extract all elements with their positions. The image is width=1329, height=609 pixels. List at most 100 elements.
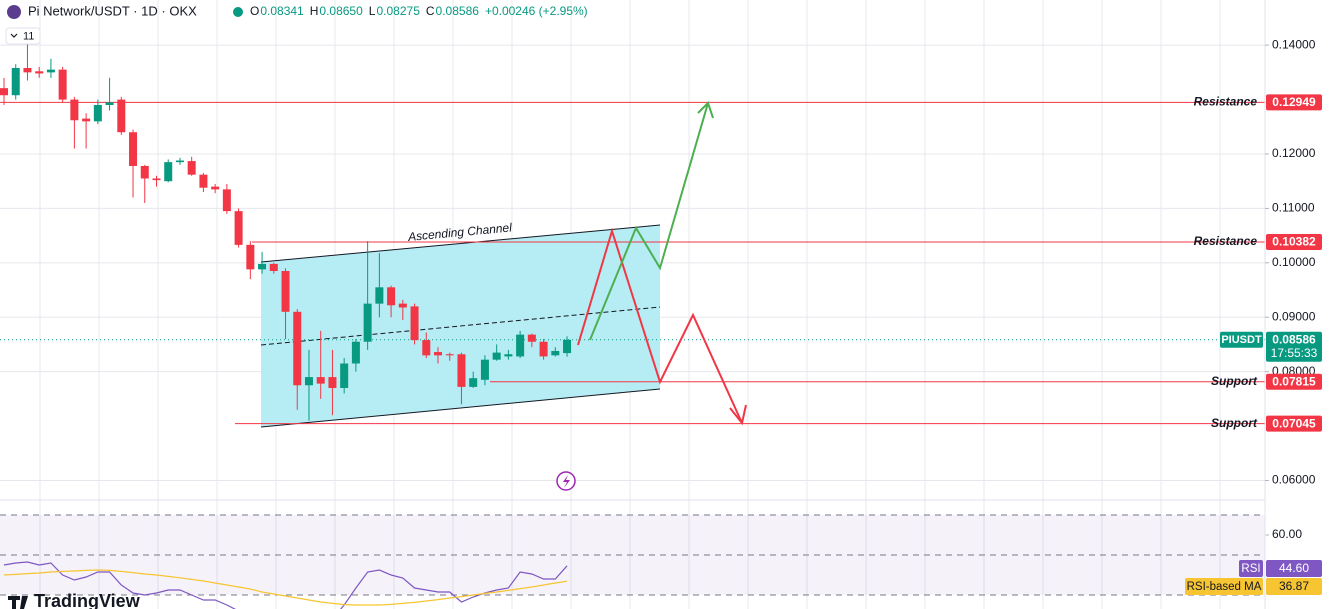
candle-body — [480, 359, 489, 380]
bull-path — [589, 102, 709, 341]
candle-body — [492, 352, 501, 360]
last-price-label: 0.08586 — [1272, 332, 1316, 346]
y-tick-label: 0.14000 — [1272, 37, 1316, 51]
candle-body — [222, 189, 231, 212]
candle-body — [434, 352, 443, 356]
candle-body — [527, 334, 536, 342]
candle-body — [516, 334, 525, 357]
rsi-name-box — [1185, 578, 1263, 595]
candle-body — [105, 102, 114, 106]
candle-body — [340, 363, 349, 388]
symbol-label: PIUSDT — [1221, 334, 1262, 346]
rsi-name: RSI-based MA — [1187, 581, 1262, 593]
price-axis: 0.140000.120000.110000.100000.090000.080… — [1220, 37, 1322, 487]
chevron — [10, 33, 18, 38]
ohlc-legend: O 0.08341 H 0.08650 L 0.08275 C 0.08586 +0.00246… — [250, 4, 588, 18]
candle-body — [316, 377, 325, 384]
candle-body — [281, 270, 290, 312]
bear-arrowhead — [729, 404, 747, 426]
candle-body — [35, 71, 44, 74]
candle-body — [304, 377, 313, 386]
candle-body — [234, 211, 243, 245]
ohlc-value: 0.08650 — [319, 4, 363, 18]
channel-top — [260, 224, 661, 263]
level-label: 0.07815 — [1272, 374, 1316, 388]
candle-body — [211, 186, 220, 190]
candle-body — [46, 69, 55, 73]
candle-body — [11, 68, 20, 96]
level-label-box — [1266, 415, 1322, 432]
candle-body — [551, 350, 560, 356]
candle-body — [398, 303, 407, 308]
rsi-name: RSI — [1241, 563, 1260, 575]
y-tick-label: 0.10000 — [1272, 255, 1316, 269]
y-tick-label: 0.11000 — [1272, 201, 1315, 215]
symbol-label-box — [1220, 331, 1263, 348]
level-label: 0.12949 — [1272, 95, 1316, 109]
level-name: Resistance — [1194, 95, 1258, 109]
candle-body — [457, 354, 466, 387]
bull-arrowhead — [697, 101, 714, 119]
candle-body — [117, 99, 126, 133]
levels: Resistance Resistance Support Support — [0, 95, 1265, 430]
candle-body — [129, 132, 138, 166]
candle-body — [328, 377, 337, 388]
level-label: 0.10382 — [1272, 235, 1316, 249]
bear-path — [577, 227, 743, 424]
level-label: 0.07045 — [1272, 416, 1316, 430]
level-name: Support — [1211, 374, 1258, 388]
candle-body — [269, 263, 278, 271]
y-tick-label: 0.06000 — [1272, 473, 1316, 487]
candle-body — [0, 88, 8, 96]
y-tick-label: 60.00 — [1272, 527, 1302, 541]
rsi-line — [3, 561, 568, 609]
candle-body — [199, 174, 208, 188]
candle-body — [246, 244, 255, 270]
candle-body — [445, 354, 454, 356]
rsi-pane: 60.00 RSI 44.60 RSI-based MA 36.87 — [0, 514, 1322, 609]
candle-body — [293, 311, 302, 386]
candle-body — [93, 105, 102, 122]
candle-body — [152, 178, 161, 181]
candle-body — [387, 287, 396, 306]
level-label-box — [1266, 234, 1322, 251]
level-name: Resistance — [1194, 234, 1258, 248]
candle-body — [351, 341, 360, 364]
indicator-count: 11 — [23, 30, 34, 42]
indicator-toggle[interactable] — [5, 27, 41, 45]
candle-body — [23, 68, 32, 73]
candle-body — [58, 69, 67, 100]
candle-body — [504, 354, 513, 357]
candle-body — [70, 99, 79, 121]
y-tick-label: 0.12000 — [1272, 146, 1316, 160]
candle-body — [422, 340, 431, 356]
candle-body — [140, 165, 149, 179]
ohlc-key: C — [426, 4, 435, 18]
change: +0.00246 (+2.95%) — [485, 4, 588, 18]
brand: TradingView — [34, 591, 141, 609]
candle-body — [375, 287, 384, 304]
ohlc-key: L — [369, 4, 376, 18]
level-label-box — [1266, 94, 1322, 111]
rsi-name-box — [1239, 560, 1263, 577]
symbol-logo — [7, 5, 21, 19]
rsi-lines — [3, 561, 568, 609]
countdown-label: 17:55:33 — [1271, 346, 1318, 360]
candle-body — [187, 161, 196, 175]
rsi-value: 36.87 — [1279, 579, 1309, 593]
candle-body — [175, 160, 184, 163]
rsi-value-box — [1266, 578, 1322, 595]
rsi-value: 44.60 — [1279, 561, 1309, 575]
rsi-value-box — [1266, 560, 1322, 577]
last-price-box — [1266, 331, 1322, 362]
candle-body — [563, 339, 572, 354]
candles — [0, 35, 572, 421]
candle-body — [82, 118, 91, 122]
level-label-box — [1266, 373, 1322, 390]
ohlc-value: 0.08586 — [436, 4, 480, 18]
level-name: Support — [1211, 416, 1258, 430]
ohlc-value: 0.08341 — [260, 4, 304, 18]
ohlc-value: 0.08275 — [376, 4, 420, 18]
candle-body — [410, 306, 419, 341]
